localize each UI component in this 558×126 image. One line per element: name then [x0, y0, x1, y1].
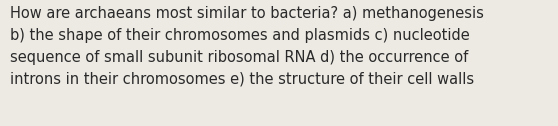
Text: How are archaeans most similar to bacteria? a) methanogenesis
b) the shape of th: How are archaeans most similar to bacter…: [10, 6, 484, 86]
